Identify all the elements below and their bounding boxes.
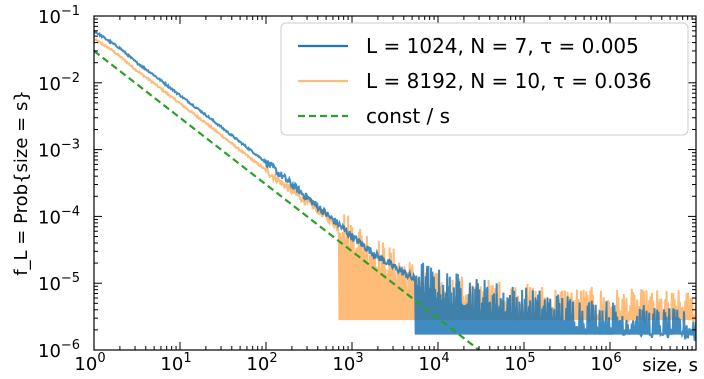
y-tick-label: 10−3 — [38, 138, 80, 162]
legend-label: const / s — [366, 104, 450, 128]
x-tick-label: 100 — [74, 351, 105, 375]
series-reference — [94, 50, 480, 350]
x-tick-label: 101 — [160, 351, 191, 375]
tick-layer: 100 101 102 103 104 105 106 10−6 10−5 10−4 10−3 10−… — [38, 4, 696, 375]
x-axis-label: size, s — [642, 355, 698, 375]
y-tick-label: 10−4 — [38, 204, 80, 228]
x-tick-label: 104 — [418, 351, 449, 375]
plot-frame — [93, 15, 697, 351]
y-tick-label: 10−1 — [38, 4, 80, 28]
y-tick-label: 10−6 — [38, 338, 80, 362]
series-line-const-over-s — [94, 50, 480, 350]
x-tick-label: 102 — [246, 351, 277, 375]
series-layer — [94, 29, 696, 350]
legend: L = 1024, N = 7, τ = 0.005 L = 8192, N = … — [280, 22, 689, 136]
y-tick-label: 10−2 — [38, 71, 80, 95]
legend-label: L = 8192, N = 10, τ = 0.036 — [366, 69, 652, 93]
y-axis-label: f_L = Prob{size = s} — [11, 90, 32, 276]
legend-label: L = 1024, N = 7, τ = 0.005 — [366, 34, 639, 58]
x-tick-label: 105 — [504, 351, 535, 375]
y-tick-label: 10−5 — [38, 271, 80, 295]
series-L1024 — [94, 29, 696, 341]
series-line-L1024 — [94, 29, 696, 341]
x-tick-label: 103 — [332, 351, 363, 375]
x-tick-label: 106 — [590, 351, 621, 375]
legend-box — [280, 22, 689, 136]
